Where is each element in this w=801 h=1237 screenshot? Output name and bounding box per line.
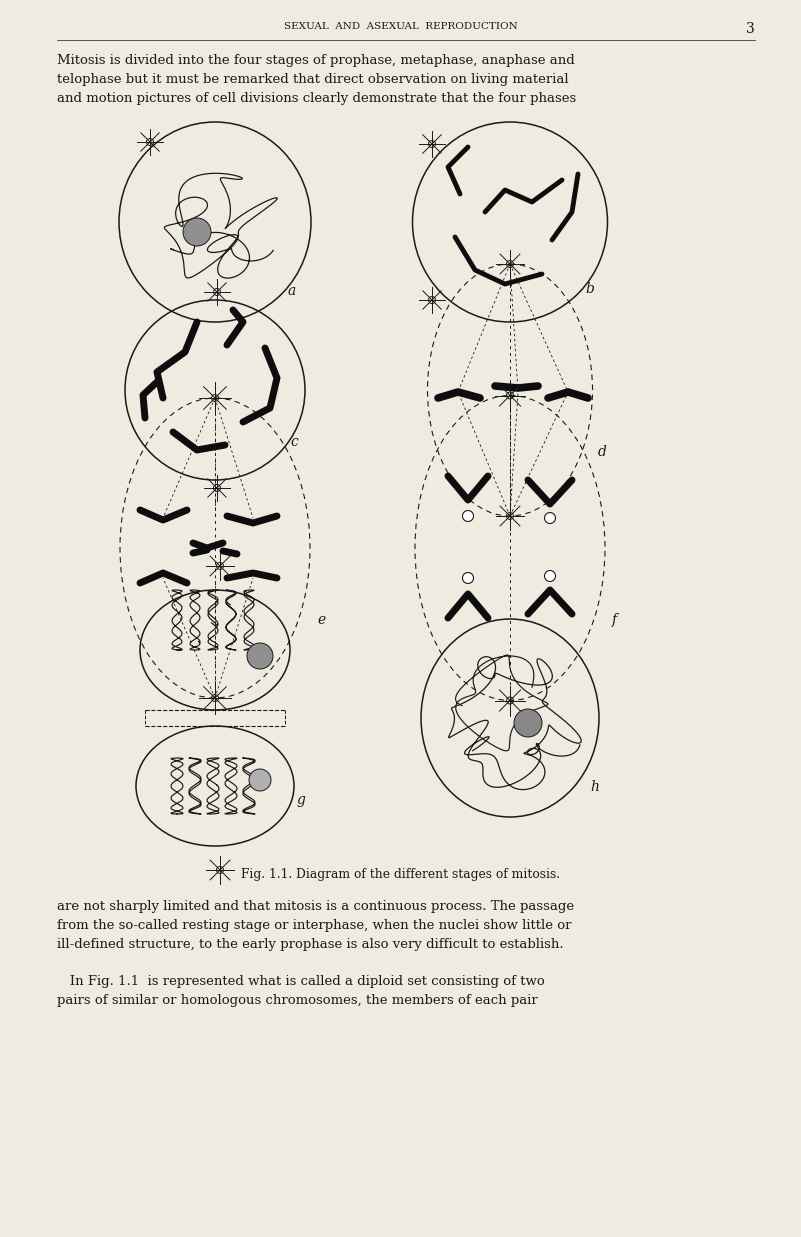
Circle shape xyxy=(545,512,556,523)
Text: 3: 3 xyxy=(747,22,755,36)
Text: ill-defined structure, to the early prophase is also very difficult to establish: ill-defined structure, to the early prop… xyxy=(57,938,564,951)
Text: from the so-called resting stage or interphase, when the nuclei show little or: from the so-called resting stage or inte… xyxy=(57,919,571,931)
Circle shape xyxy=(249,769,271,790)
Circle shape xyxy=(462,573,473,584)
Text: g: g xyxy=(297,793,306,807)
Text: h: h xyxy=(590,781,599,794)
Text: pairs of similar or homologous chromosomes, the members of each pair: pairs of similar or homologous chromosom… xyxy=(57,995,537,1007)
Text: In Fig. 1.1  is represented what is called a diploid set consisting of two: In Fig. 1.1 is represented what is calle… xyxy=(57,975,545,988)
Text: telophase but it must be remarked that direct observation on living material: telophase but it must be remarked that d… xyxy=(57,73,569,87)
Circle shape xyxy=(247,643,273,669)
Text: e: e xyxy=(317,614,325,627)
Circle shape xyxy=(462,511,473,522)
Text: d: d xyxy=(598,445,607,459)
Text: c: c xyxy=(290,435,298,449)
Circle shape xyxy=(545,570,556,581)
Text: f: f xyxy=(612,614,617,627)
Text: are not sharply limited and that mitosis is a continuous process. The passage: are not sharply limited and that mitosis… xyxy=(57,901,574,913)
Text: SEXUAL  AND  ASEXUAL  REPRODUCTION: SEXUAL AND ASEXUAL REPRODUCTION xyxy=(284,22,517,31)
Circle shape xyxy=(183,218,211,246)
Text: a: a xyxy=(288,285,296,298)
Circle shape xyxy=(514,709,542,737)
Text: b: b xyxy=(585,282,594,296)
Text: Mitosis is divided into the four stages of prophase, metaphase, anaphase and: Mitosis is divided into the four stages … xyxy=(57,54,575,67)
Text: and motion pictures of cell divisions clearly demonstrate that the four phases: and motion pictures of cell divisions cl… xyxy=(57,92,576,105)
Text: Fig. 1.1. Diagram of the different stages of mitosis.: Fig. 1.1. Diagram of the different stage… xyxy=(241,868,560,881)
